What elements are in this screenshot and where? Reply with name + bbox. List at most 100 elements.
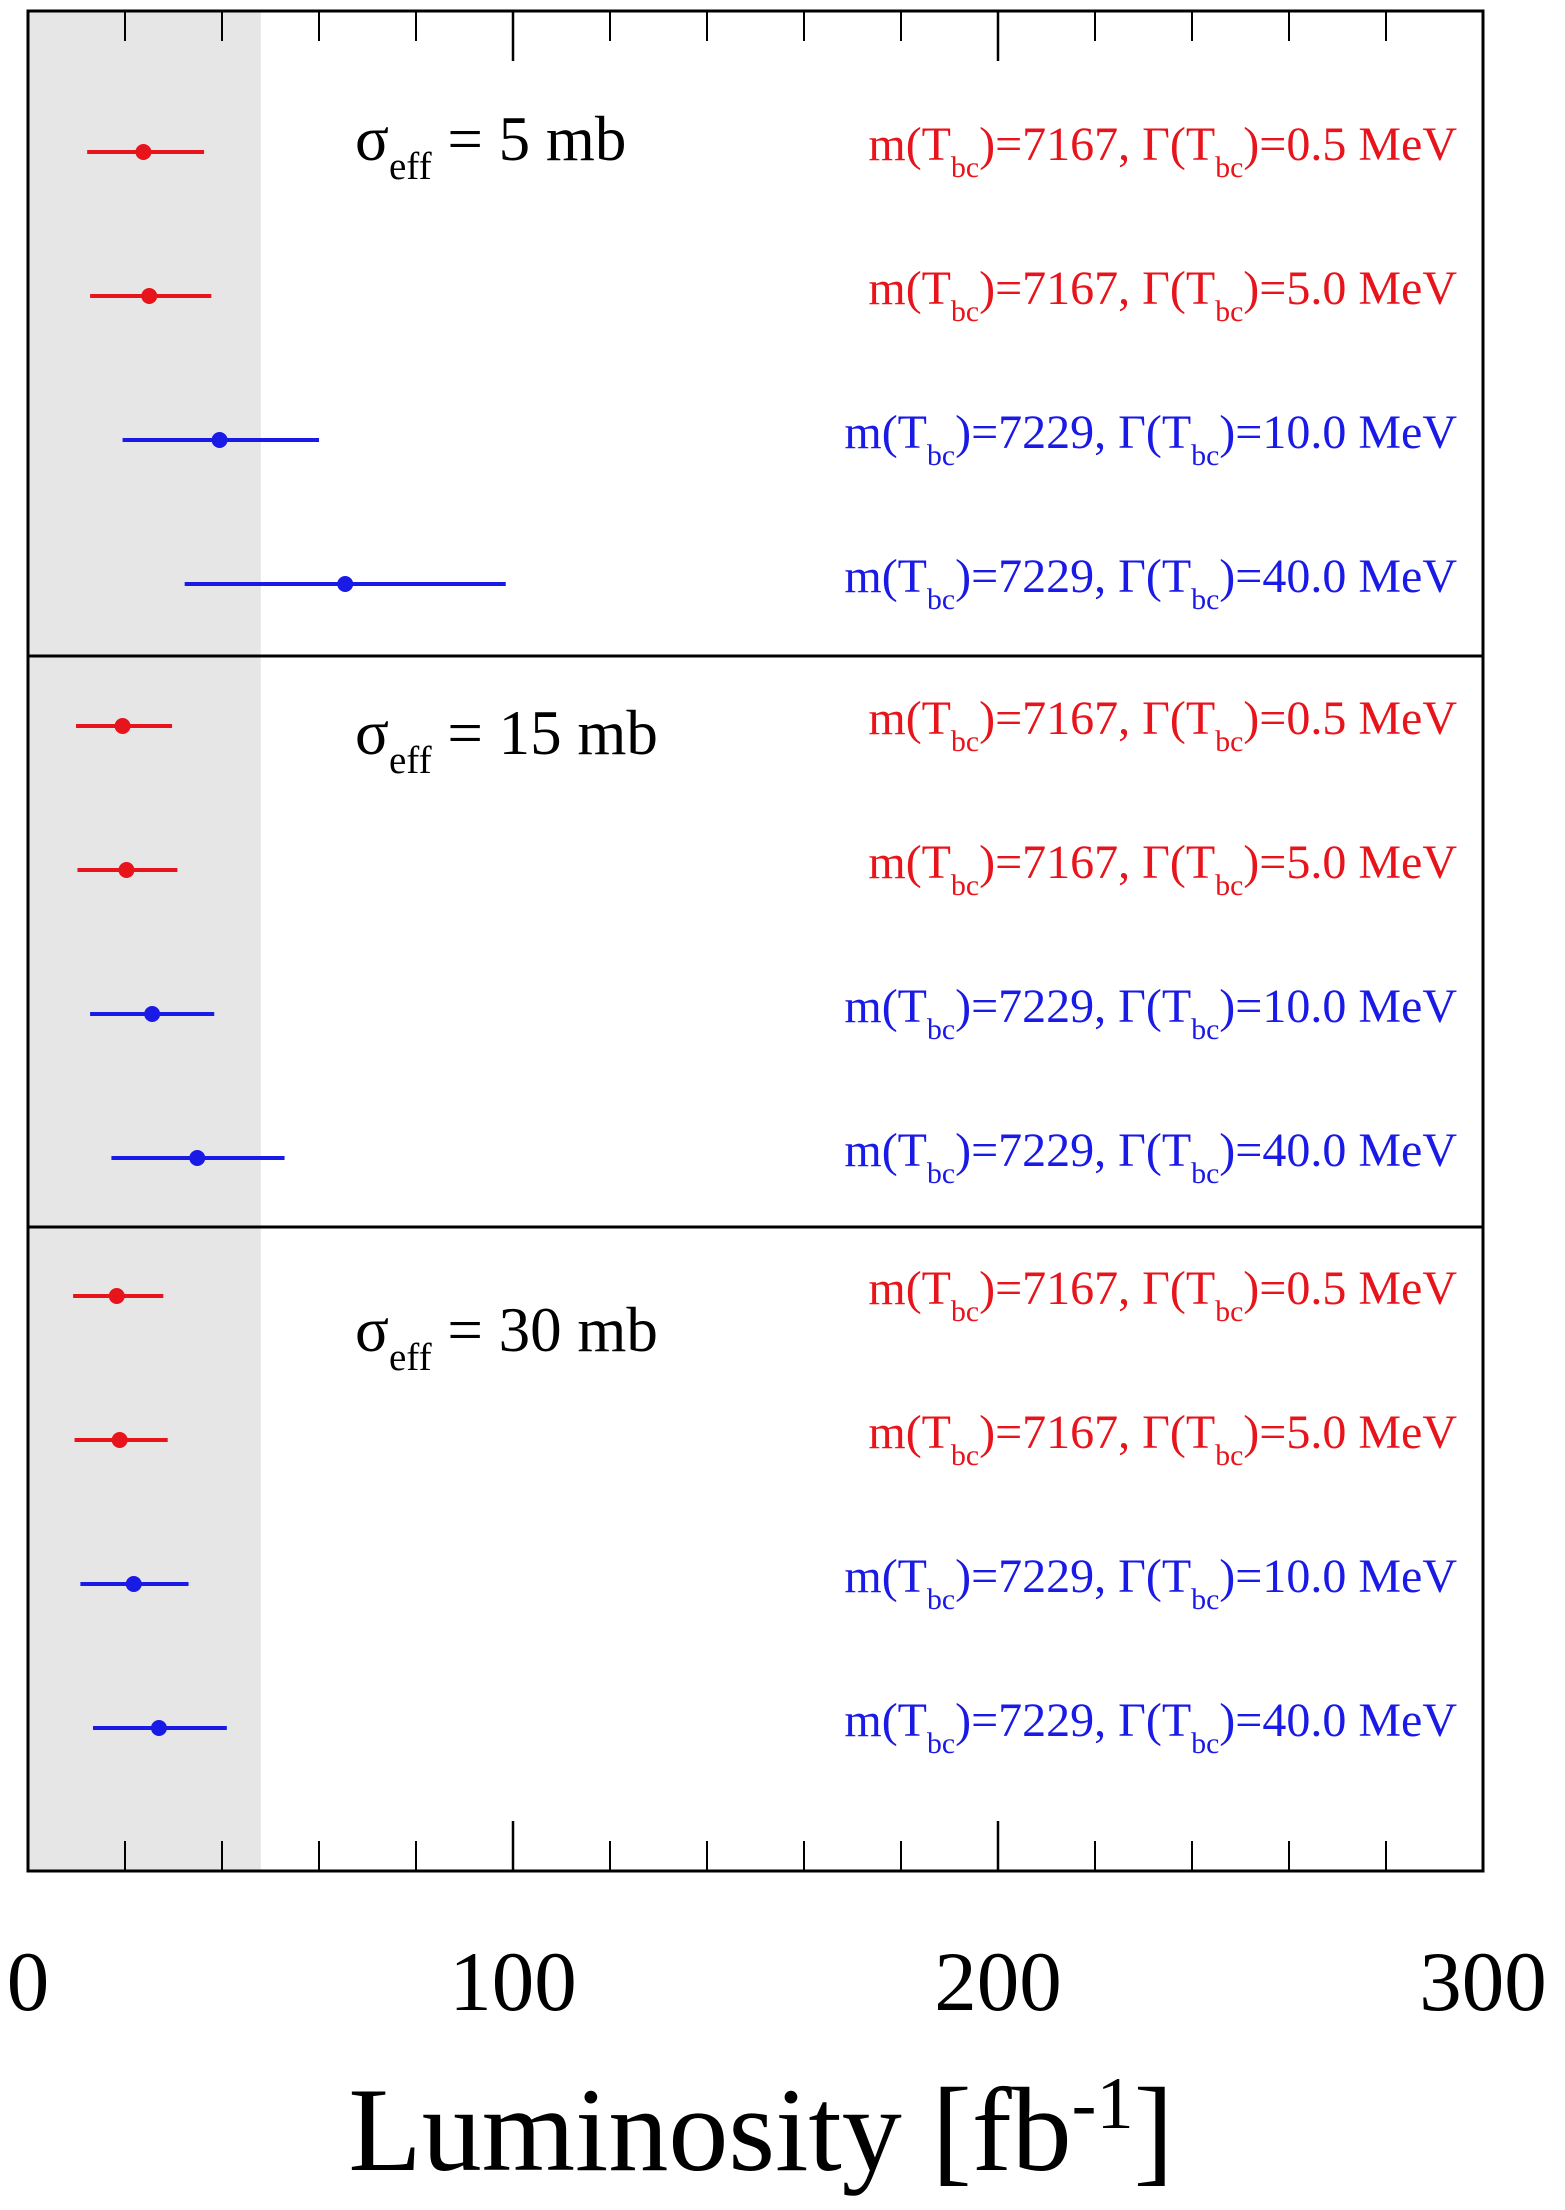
point <box>135 144 152 160</box>
series-label-part: )=7167, Γ(T <box>979 262 1215 315</box>
series-label-part: )=10.0 MeV <box>1219 1550 1457 1603</box>
panel-label-part: eff <box>389 1336 432 1379</box>
series-label-part: bc <box>951 869 979 902</box>
panel-label: σeff = 5 mb <box>355 104 626 188</box>
point <box>108 1288 125 1304</box>
series-label-part: bc <box>1191 1013 1219 1046</box>
series-label-part: bc <box>1215 295 1243 328</box>
series-label-part: bc <box>951 1295 979 1328</box>
series-label-part: m(T <box>868 836 951 889</box>
series-label-part: m(T <box>844 1550 927 1603</box>
series-label-part: bc <box>927 1727 955 1760</box>
point <box>337 576 354 592</box>
x-axis-label: Luminosity [fb-1] <box>348 2063 1173 2196</box>
x-axis-label-part: Luminosity [fb <box>348 2063 1071 2196</box>
panel-label-part: σ <box>355 1295 389 1365</box>
series-label: m(Tbc)=7167, Γ(Tbc)=5.0 MeV <box>868 836 1457 902</box>
series-label-part: bc <box>1215 869 1243 902</box>
series-label-part: m(T <box>868 1406 951 1459</box>
series-label-part: m(T <box>868 1262 951 1315</box>
series-label-part: bc <box>1191 1583 1219 1616</box>
series-label-part: )=40.0 MeV <box>1219 1124 1457 1177</box>
series-label-part: )=5.0 MeV <box>1243 262 1457 315</box>
plot-frame <box>26 9 1485 1873</box>
x-tick-label: 100 <box>449 1935 577 2029</box>
series-label-part: bc <box>1191 1727 1219 1760</box>
series-label-part: m(T <box>844 980 927 1033</box>
series-label: m(Tbc)=7167, Γ(Tbc)=0.5 MeV <box>868 692 1457 758</box>
series-label: m(Tbc)=7229, Γ(Tbc)=10.0 MeV <box>844 980 1457 1046</box>
series-label: m(Tbc)=7167, Γ(Tbc)=0.5 MeV <box>868 1262 1457 1328</box>
panel-label-part: σ <box>355 104 389 174</box>
series-label-part: bc <box>951 295 979 328</box>
series-label-part: bc <box>1215 725 1243 758</box>
point <box>118 862 135 878</box>
panel-label: σeff = 30 mb <box>355 1295 658 1379</box>
series-label: m(Tbc)=7229, Γ(Tbc)=10.0 MeV <box>844 406 1457 472</box>
series-label-part: m(T <box>868 692 951 745</box>
series-label-part: )=10.0 MeV <box>1219 980 1457 1033</box>
series-label-part: )=7167, Γ(T <box>979 1406 1215 1459</box>
series-label-part: )=0.5 MeV <box>1243 118 1457 171</box>
x-tick-label: 300 <box>1419 1935 1547 2029</box>
series-label-part: )=7229, Γ(T <box>955 1694 1191 1747</box>
point <box>144 1006 161 1022</box>
x-axis-label-part: ] <box>1134 2063 1174 2196</box>
panel-label: σeff = 15 mb <box>355 698 658 782</box>
series-label-part: bc <box>1191 583 1219 616</box>
series-label-part: bc <box>951 725 979 758</box>
series-label: m(Tbc)=7229, Γ(Tbc)=40.0 MeV <box>844 1694 1457 1760</box>
series-label-part: )=10.0 MeV <box>1219 406 1457 459</box>
panel-label-part: = 30 mb <box>432 1295 658 1365</box>
series-label: m(Tbc)=7167, Γ(Tbc)=5.0 MeV <box>868 1406 1457 1472</box>
point <box>111 1432 128 1448</box>
point <box>141 288 158 304</box>
series-label-part: bc <box>927 439 955 472</box>
panel-label-part: eff <box>389 145 432 188</box>
series-label-part: bc <box>927 583 955 616</box>
x-axis-label-part: -1 <box>1072 2063 1134 2145</box>
series-label-part: m(T <box>844 1124 927 1177</box>
point <box>125 1576 142 1592</box>
series-label: m(Tbc)=7167, Γ(Tbc)=5.0 MeV <box>868 262 1457 328</box>
series-label-part: bc <box>927 1583 955 1616</box>
series-label-part: )=0.5 MeV <box>1243 692 1457 745</box>
point <box>150 1720 167 1736</box>
series-label-part: )=5.0 MeV <box>1243 1406 1457 1459</box>
series-label-part: bc <box>927 1157 955 1190</box>
series-label-part: bc <box>1215 1439 1243 1472</box>
series-label-part: bc <box>951 151 979 184</box>
series-label-part: )=7229, Γ(T <box>955 1124 1191 1177</box>
series-label-part: )=7167, Γ(T <box>979 692 1215 745</box>
series-label-part: )=7167, Γ(T <box>979 118 1215 171</box>
panel-label-part: = 5 mb <box>432 104 627 174</box>
series-label-part: )=7229, Γ(T <box>955 406 1191 459</box>
series-label-part: )=7229, Γ(T <box>955 550 1191 603</box>
point <box>211 432 228 448</box>
series-label-part: m(T <box>844 1694 927 1747</box>
series-label-part: m(T <box>868 118 951 171</box>
series-label-part: )=7167, Γ(T <box>979 836 1215 889</box>
series-label-part: bc <box>1215 1295 1243 1328</box>
series-label: m(Tbc)=7229, Γ(Tbc)=40.0 MeV <box>844 1124 1457 1190</box>
series-label-part: m(T <box>844 550 927 603</box>
point <box>189 1150 206 1166</box>
series-label-part: )=5.0 MeV <box>1243 836 1457 889</box>
series-label: m(Tbc)=7167, Γ(Tbc)=0.5 MeV <box>868 118 1457 184</box>
x-tick-label: 200 <box>934 1935 1062 2029</box>
series-label: m(Tbc)=7229, Γ(Tbc)=10.0 MeV <box>844 1550 1457 1616</box>
series-label-part: )=7229, Γ(T <box>955 1550 1191 1603</box>
panel-label-part: σ <box>355 698 389 768</box>
panel-label-part: = 15 mb <box>432 698 658 768</box>
series-label-part: m(T <box>844 406 927 459</box>
x-tick-label: 0 <box>7 1935 50 2029</box>
panel-label-part: eff <box>389 739 432 782</box>
series-label-part: )=40.0 MeV <box>1219 550 1457 603</box>
point <box>114 718 131 734</box>
series-label-part: bc <box>951 1439 979 1472</box>
series-label-part: )=7229, Γ(T <box>955 980 1191 1033</box>
series-label-part: bc <box>1215 151 1243 184</box>
series-label: m(Tbc)=7229, Γ(Tbc)=40.0 MeV <box>844 550 1457 616</box>
